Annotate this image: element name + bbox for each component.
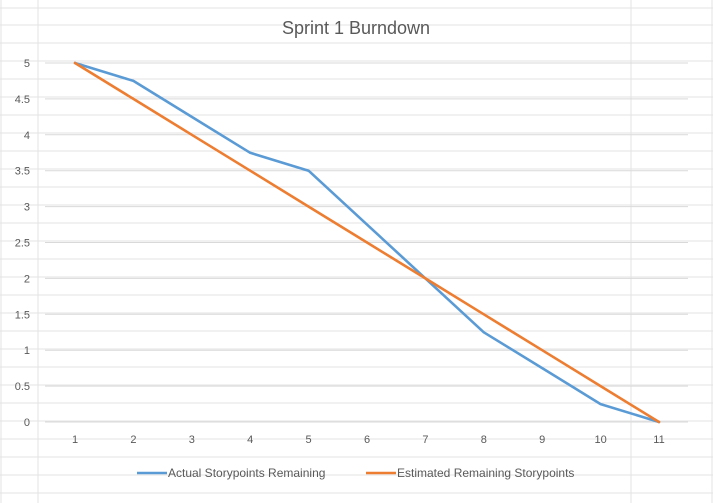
legend-label: Actual Storypoints Remaining: [168, 466, 325, 480]
series-line-estimated: [73, 61, 661, 424]
x-tick-label: 7: [422, 434, 428, 446]
x-tick-label: 6: [364, 434, 370, 446]
x-tick-label: 1: [72, 434, 78, 446]
x-tick-label: 11: [653, 434, 664, 446]
y-tick-label: 4: [24, 130, 30, 142]
y-tick-label: 2.5: [15, 238, 30, 250]
legend: Actual Storypoints Remaining Estimated Re…: [137, 466, 574, 480]
y-tick-label: 1.5: [15, 309, 30, 321]
series-lines: [73, 61, 661, 424]
y-tick-label: 5: [24, 58, 30, 70]
chart-title: Sprint 1 Burndown: [282, 18, 430, 38]
y-tick-label: 4.5: [15, 94, 30, 106]
y-axis-ticks: 0 0.5 1 1.5 2 2.5 3 3.5 4 4.5 5: [15, 58, 30, 429]
x-tick-label: 4: [247, 434, 253, 446]
x-tick-label: 10: [594, 434, 606, 446]
legend-label: Estimated Remaining Storypoints: [397, 466, 574, 480]
series-line-actual: [73, 61, 661, 424]
x-tick-label: 3: [189, 434, 195, 446]
x-axis-ticks: 1 2 3 4 5 6 7 8 9 10 11: [72, 434, 665, 446]
x-tick-label: 8: [481, 434, 487, 446]
y-tick-label: 2: [24, 273, 30, 285]
y-tick-label: 0: [24, 417, 30, 429]
y-tick-label: 1: [24, 345, 30, 357]
y-tick-label: 3: [24, 202, 30, 214]
x-tick-label: 5: [306, 434, 312, 446]
chart-gridlines: [45, 62, 688, 423]
x-tick-label: 2: [130, 434, 136, 446]
y-tick-label: 0.5: [15, 381, 30, 393]
y-tick-label: 3.5: [15, 166, 30, 178]
x-tick-label: 9: [539, 434, 545, 446]
